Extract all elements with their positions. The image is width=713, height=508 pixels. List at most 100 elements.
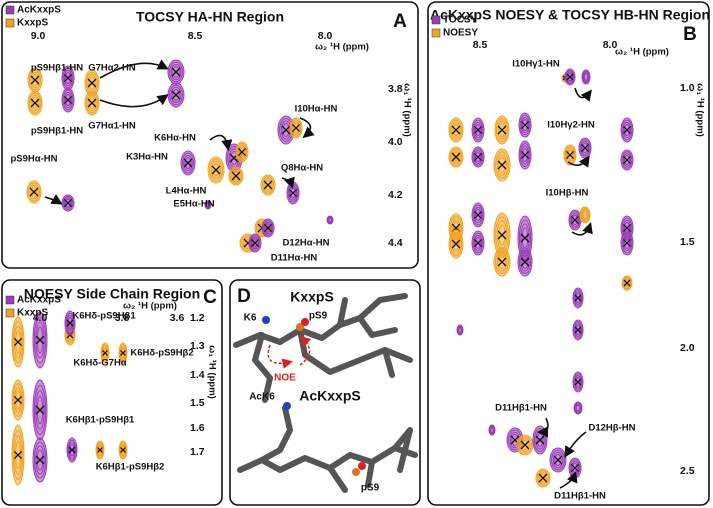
contour	[452, 237, 460, 251]
contour	[88, 96, 96, 110]
peak-cross	[97, 447, 103, 453]
peak-cross	[35, 335, 45, 345]
contour	[69, 443, 75, 457]
y-tick-label: 1.4	[190, 369, 205, 381]
peak-annotation: I10Hα-HN	[295, 104, 338, 115]
peak-cross	[566, 73, 574, 81]
peak-cross	[35, 405, 45, 415]
peak-cross	[574, 294, 582, 302]
contour	[101, 344, 109, 362]
contour	[521, 255, 529, 269]
assignment-arrow	[574, 87, 592, 102]
contour	[62, 89, 74, 111]
peak-cross	[497, 125, 507, 135]
x-tick-label: 8.5	[188, 30, 203, 42]
peak-cross	[183, 158, 193, 168]
peak-cross	[66, 319, 74, 327]
contour	[13, 435, 23, 475]
peak-cross	[68, 446, 76, 454]
structure-label: KxxpS	[290, 289, 334, 305]
contour	[624, 154, 630, 166]
contour	[451, 234, 461, 254]
contour	[237, 145, 247, 159]
contour	[35, 321, 45, 359]
peak-cross	[473, 238, 483, 248]
legend-label: AcKxxpS	[17, 5, 61, 16]
assignment-arrow	[99, 59, 169, 79]
contour	[66, 314, 74, 332]
peak-cross	[171, 67, 181, 77]
atom	[301, 318, 309, 326]
peak-cross	[520, 150, 530, 160]
contour	[27, 182, 41, 202]
molecule-bond	[233, 293, 408, 348]
contour	[205, 201, 211, 209]
y-tick-label: 1.6	[190, 422, 205, 434]
peak-annotation: D12Hβ-HN	[589, 423, 636, 434]
peak-cross	[451, 152, 461, 162]
assignment-arrow	[209, 134, 233, 152]
peak-cross	[520, 257, 530, 267]
contour	[551, 449, 565, 471]
contour	[496, 252, 508, 272]
contour	[65, 312, 75, 334]
contour	[183, 154, 193, 172]
contour	[36, 449, 44, 471]
contour	[15, 390, 21, 410]
peak-annotation: L4Hα-HN	[166, 186, 207, 197]
contour	[120, 347, 126, 359]
contour	[490, 427, 494, 433]
contour	[623, 278, 631, 288]
contour	[209, 158, 223, 182]
panel-title: NOESY Side Chain Region	[24, 286, 200, 302]
panel-title: AcKxxpS NOESY & TOCSY HB-HN Region	[430, 7, 710, 23]
contour	[120, 445, 126, 455]
contour	[31, 96, 39, 110]
peak-annotation: D11Hα-HN	[271, 253, 318, 264]
contour	[239, 146, 245, 158]
atom	[352, 468, 360, 476]
contour	[575, 324, 581, 336]
peak-cross	[451, 239, 461, 249]
contour	[624, 279, 630, 287]
assignment-arrow	[99, 94, 169, 108]
peak-annotation: D11Hβ1-HN	[554, 491, 606, 502]
contour	[497, 120, 507, 140]
contour	[573, 321, 583, 339]
y-tick-label: 1.5	[190, 397, 205, 409]
contour	[65, 198, 71, 208]
peak-cross	[473, 210, 483, 220]
contour	[472, 119, 484, 141]
y-tick-label: 3.8	[388, 83, 403, 95]
peak-cross	[497, 230, 507, 240]
assignment-arrow	[567, 155, 590, 168]
legend-label: KxxpS	[17, 18, 48, 29]
contour	[65, 93, 71, 107]
contour	[472, 232, 484, 254]
y-axis-label: ω₁ ¹H (ppm)	[694, 83, 705, 137]
contour	[457, 326, 463, 334]
peak-cross	[538, 473, 548, 483]
contour	[498, 123, 506, 137]
contour	[35, 390, 45, 430]
contour	[33, 316, 47, 364]
panel-letter: D	[237, 286, 251, 307]
contour	[475, 151, 481, 163]
contour	[29, 184, 39, 200]
legend-swatch	[5, 5, 15, 15]
peak-cross	[622, 223, 632, 233]
contour	[522, 148, 528, 162]
legend-swatch	[431, 28, 441, 38]
structure-label: K6	[244, 313, 257, 324]
contour	[624, 236, 630, 250]
contour	[229, 168, 243, 184]
peak-cross	[570, 215, 580, 225]
y-tick-label: 2.5	[680, 465, 695, 477]
x-axis-label: ω₂ ¹H (ppm)	[615, 47, 669, 58]
structure-label: AcK6	[249, 392, 275, 403]
structure-label: pS9	[309, 311, 328, 322]
y-tick-label: 4.0	[388, 136, 403, 148]
contour	[518, 250, 532, 274]
contour	[573, 373, 583, 391]
